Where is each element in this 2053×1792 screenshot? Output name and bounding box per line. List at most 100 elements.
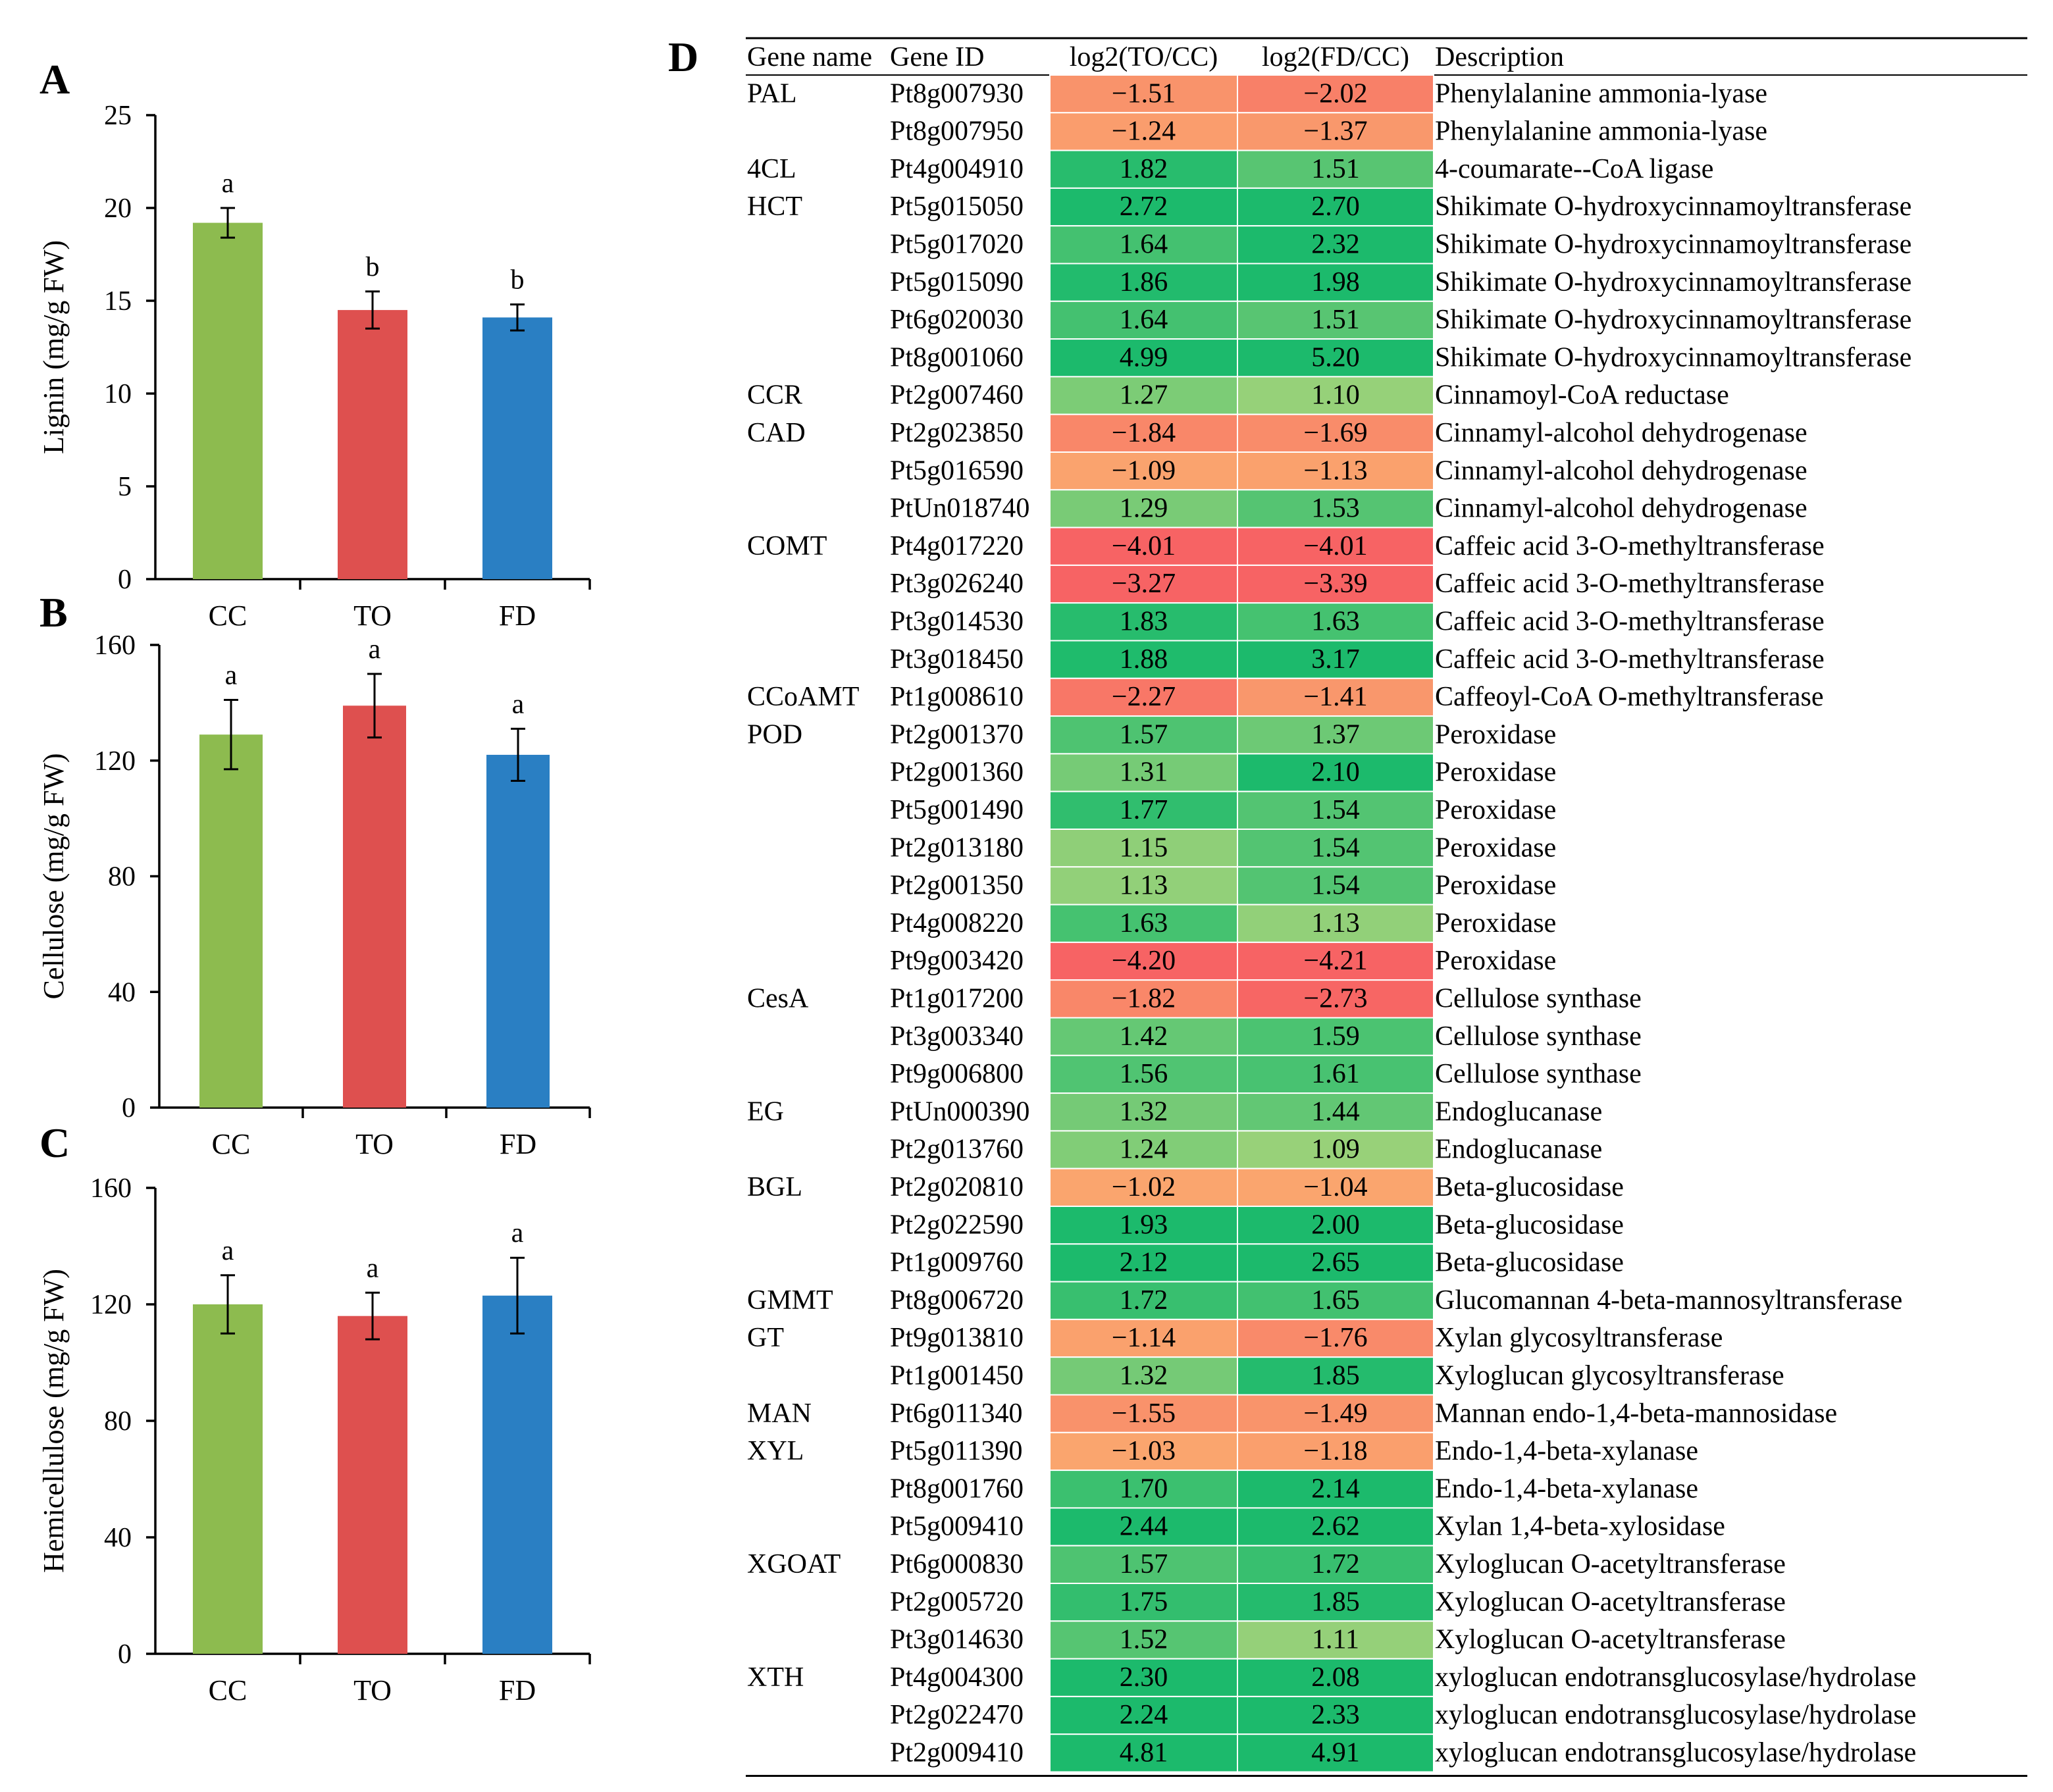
description: Shikimate O-hydroxycinnamoyltransferase — [1435, 192, 1911, 222]
column-header: log2(FD/CC) — [1262, 42, 1409, 72]
value-fd-cc: 1.65 — [1311, 1285, 1360, 1316]
value-to-cc: 1.82 — [1120, 154, 1168, 184]
value-fd-cc: 1.61 — [1311, 1059, 1360, 1089]
gene-id: Pt1g017200 — [890, 983, 1024, 1013]
value-to-cc: 1.56 — [1120, 1059, 1168, 1089]
heat-cell-fd — [1237, 526, 1434, 566]
table-row: GT Pt9g013810 −1.14 −1.76 Xylan glycosyltran… — [747, 1318, 1723, 1358]
heatmap-table: D Gene name Gene ID log2(TO/CC) log2(FD/CC) D… — [668, 34, 2027, 1777]
table-row: XYL Pt5g011390 −1.03 −1.18 Endo-1,4-beta-xyl… — [747, 1431, 1698, 1472]
gene-name: GMMT — [747, 1285, 833, 1316]
y-tick-label: 80 — [108, 862, 136, 892]
heat-cell-to — [1049, 1281, 1238, 1320]
bar-fd — [482, 1295, 552, 1654]
description: Endoglucanase — [1435, 1096, 1602, 1127]
y-tick-label: 20 — [104, 193, 132, 224]
value-fd-cc: 1.63 — [1311, 606, 1360, 636]
y-axis-label: Lignin (mg/g FW) — [38, 240, 70, 454]
heat-cell-to — [1049, 376, 1238, 415]
heat-cell-fd — [1237, 300, 1434, 340]
description: Cinnamoyl-CoA reductase — [1435, 380, 1729, 411]
gene-id: Pt8g001760 — [890, 1473, 1024, 1504]
value-fd-cc: −1.69 — [1303, 418, 1367, 448]
gene-id: Pt9g003420 — [890, 946, 1024, 976]
y-tick-label: 0 — [122, 1093, 136, 1123]
value-to-cc: −1.84 — [1112, 418, 1176, 448]
table-row: MAN Pt6g011340 −1.55 −1.49 Mannan endo-1,4-b… — [747, 1394, 1837, 1433]
gene-name: CCR — [747, 380, 802, 411]
value-to-cc: −1.03 — [1112, 1436, 1176, 1466]
description: Cellulose synthase — [1435, 1059, 1642, 1089]
table-row: Pt5g015090 1.86 1.98 Shikimate O-hydroxycin… — [890, 263, 1911, 302]
value-to-cc: 1.83 — [1120, 606, 1168, 636]
gene-name: 4CL — [747, 154, 796, 184]
heat-cell-fd — [1237, 1167, 1434, 1207]
y-tick-label: 15 — [104, 286, 132, 317]
value-to-cc: −1.24 — [1112, 116, 1176, 147]
description: Xylan 1,4-beta-xylosidase — [1435, 1512, 1725, 1542]
heat-cell-fd — [1237, 640, 1434, 679]
significance-letter: a — [511, 1218, 524, 1248]
value-to-cc: 1.93 — [1120, 1210, 1168, 1240]
gene-id: Pt6g020030 — [890, 305, 1024, 335]
table-row: Pt3g018450 1.88 3.17 Caffeic acid 3-O-methy… — [890, 640, 1825, 679]
gene-id: Pt2g020810 — [890, 1172, 1024, 1202]
heat-cell-to — [1049, 489, 1238, 528]
description: Caffeic acid 3-O-methyltransferase — [1435, 531, 1825, 561]
bar-to — [338, 1316, 407, 1654]
gene-id: Pt2g001360 — [890, 757, 1024, 788]
y-axis-label: Cellulose (mg/g FW) — [38, 754, 70, 1000]
heat-cell-fd — [1237, 112, 1434, 151]
heat-cell-fd — [1237, 1356, 1434, 1396]
description: Shikimate O-hydroxycinnamoyltransferase — [1435, 305, 1911, 335]
table-row: XGOAT Pt6g000830 1.57 1.72 Xyloglucan O-acet… — [747, 1545, 1786, 1584]
value-fd-cc: 1.98 — [1311, 267, 1360, 297]
description: Phenylalanine ammonia-lyase — [1435, 78, 1767, 109]
heat-cell-to — [1049, 338, 1238, 378]
table-row: Pt8g007950 −1.24 −1.37 Phenylalanine ammoni… — [890, 112, 1767, 151]
description: Beta-glucosidase — [1435, 1248, 1624, 1278]
value-fd-cc: 2.10 — [1311, 757, 1360, 788]
gene-id: Pt8g007930 — [890, 78, 1024, 109]
value-fd-cc: 2.70 — [1311, 192, 1360, 222]
description: Peroxidase — [1435, 946, 1556, 976]
heat-cell-fd — [1237, 1620, 1434, 1660]
gene-name: HCT — [747, 192, 802, 222]
table-row: CesA Pt1g017200 −1.82 −2.73 Cellulose syntha… — [747, 979, 1642, 1019]
value-to-cc: −4.01 — [1112, 531, 1176, 561]
description: Xyloglucan glycosyltransferase — [1435, 1360, 1784, 1391]
y-tick-label: 160 — [94, 630, 136, 661]
heat-cell-to — [1049, 149, 1238, 189]
heat-cell-to — [1049, 1356, 1238, 1396]
column-header: Description — [1435, 42, 1564, 72]
description: Phenylalanine ammonia-lyase — [1435, 116, 1767, 147]
heat-cell-to — [1049, 866, 1238, 906]
description: Cellulose synthase — [1435, 983, 1642, 1013]
description: Cinnamyl-alcohol dehydrogenase — [1435, 418, 1807, 448]
gene-id: Pt8g007950 — [890, 116, 1024, 147]
value-fd-cc: 1.85 — [1311, 1360, 1360, 1391]
description: Cellulose synthase — [1435, 1021, 1642, 1052]
heat-cell-to — [1049, 1206, 1238, 1245]
heat-cell-fd — [1237, 1017, 1434, 1056]
heat-cell-fd — [1237, 564, 1434, 604]
heat-cell-to — [1049, 300, 1238, 340]
value-fd-cc: 1.53 — [1311, 494, 1360, 524]
table-row: Pt1g001450 1.32 1.85 Xyloglucan glycosyltra… — [890, 1356, 1784, 1396]
value-to-cc: 2.24 — [1120, 1700, 1168, 1730]
heat-cell-fd — [1237, 1733, 1434, 1773]
column-header: Gene name — [747, 42, 872, 72]
table-row: HCT Pt5g015050 2.72 2.70 Shikimate O-hydroxy… — [747, 187, 1911, 227]
y-tick-label: 40 — [104, 1523, 132, 1553]
table-row: Pt9g006800 1.56 1.61 Cellulose synthase — [890, 1054, 1642, 1094]
description: Beta-glucosidase — [1435, 1172, 1624, 1202]
heat-cell-fd — [1237, 677, 1434, 717]
description: Endo-1,4-beta-xylanase — [1435, 1436, 1698, 1466]
gene-id: Pt2g007460 — [890, 380, 1024, 411]
value-fd-cc: 1.13 — [1311, 908, 1360, 938]
y-tick-label: 160 — [90, 1173, 132, 1204]
description: Mannan endo-1,4-beta-mannosidase — [1435, 1398, 1837, 1429]
heat-cell-to — [1049, 112, 1238, 151]
gene-id: Pt3g014630 — [890, 1625, 1024, 1655]
